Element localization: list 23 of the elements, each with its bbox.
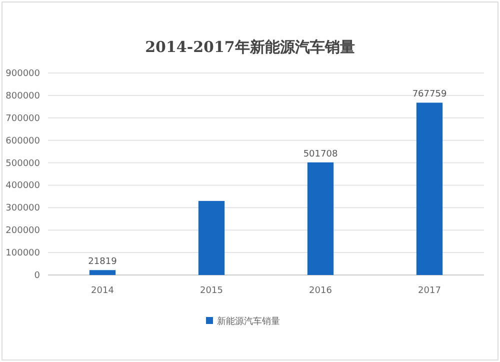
bar [198, 200, 225, 275]
y-tick-label: 900000 [6, 69, 40, 79]
x-tick-label: 2014 [91, 286, 114, 296]
bar [307, 162, 334, 275]
x-tick-label: 2015 [200, 286, 223, 296]
legend-label: 新能源汽车销量 [217, 316, 280, 327]
y-tick-label: 800000 [6, 91, 40, 102]
x-tick-label: 2016 [309, 286, 332, 296]
data-label: 501708 [303, 149, 338, 160]
data-label: 21819 [88, 257, 118, 268]
y-tick-label: 400000 [6, 181, 40, 192]
y-tick-label: 300000 [6, 204, 40, 214]
y-tick-label: 500000 [6, 158, 40, 169]
y-tick-label: 200000 [6, 226, 40, 236]
y-tick-label: 0 [34, 271, 40, 281]
y-tick-label: 100000 [6, 248, 40, 259]
bar [416, 102, 443, 275]
bar [89, 270, 116, 275]
x-tick-label: 2017 [418, 286, 441, 296]
chart-title: 2014-2017年新能源汽车销量 [145, 38, 355, 56]
data-label: 767759 [412, 90, 447, 100]
y-tick-label: 600000 [6, 136, 40, 146]
y-tick-label: 700000 [6, 114, 40, 124]
